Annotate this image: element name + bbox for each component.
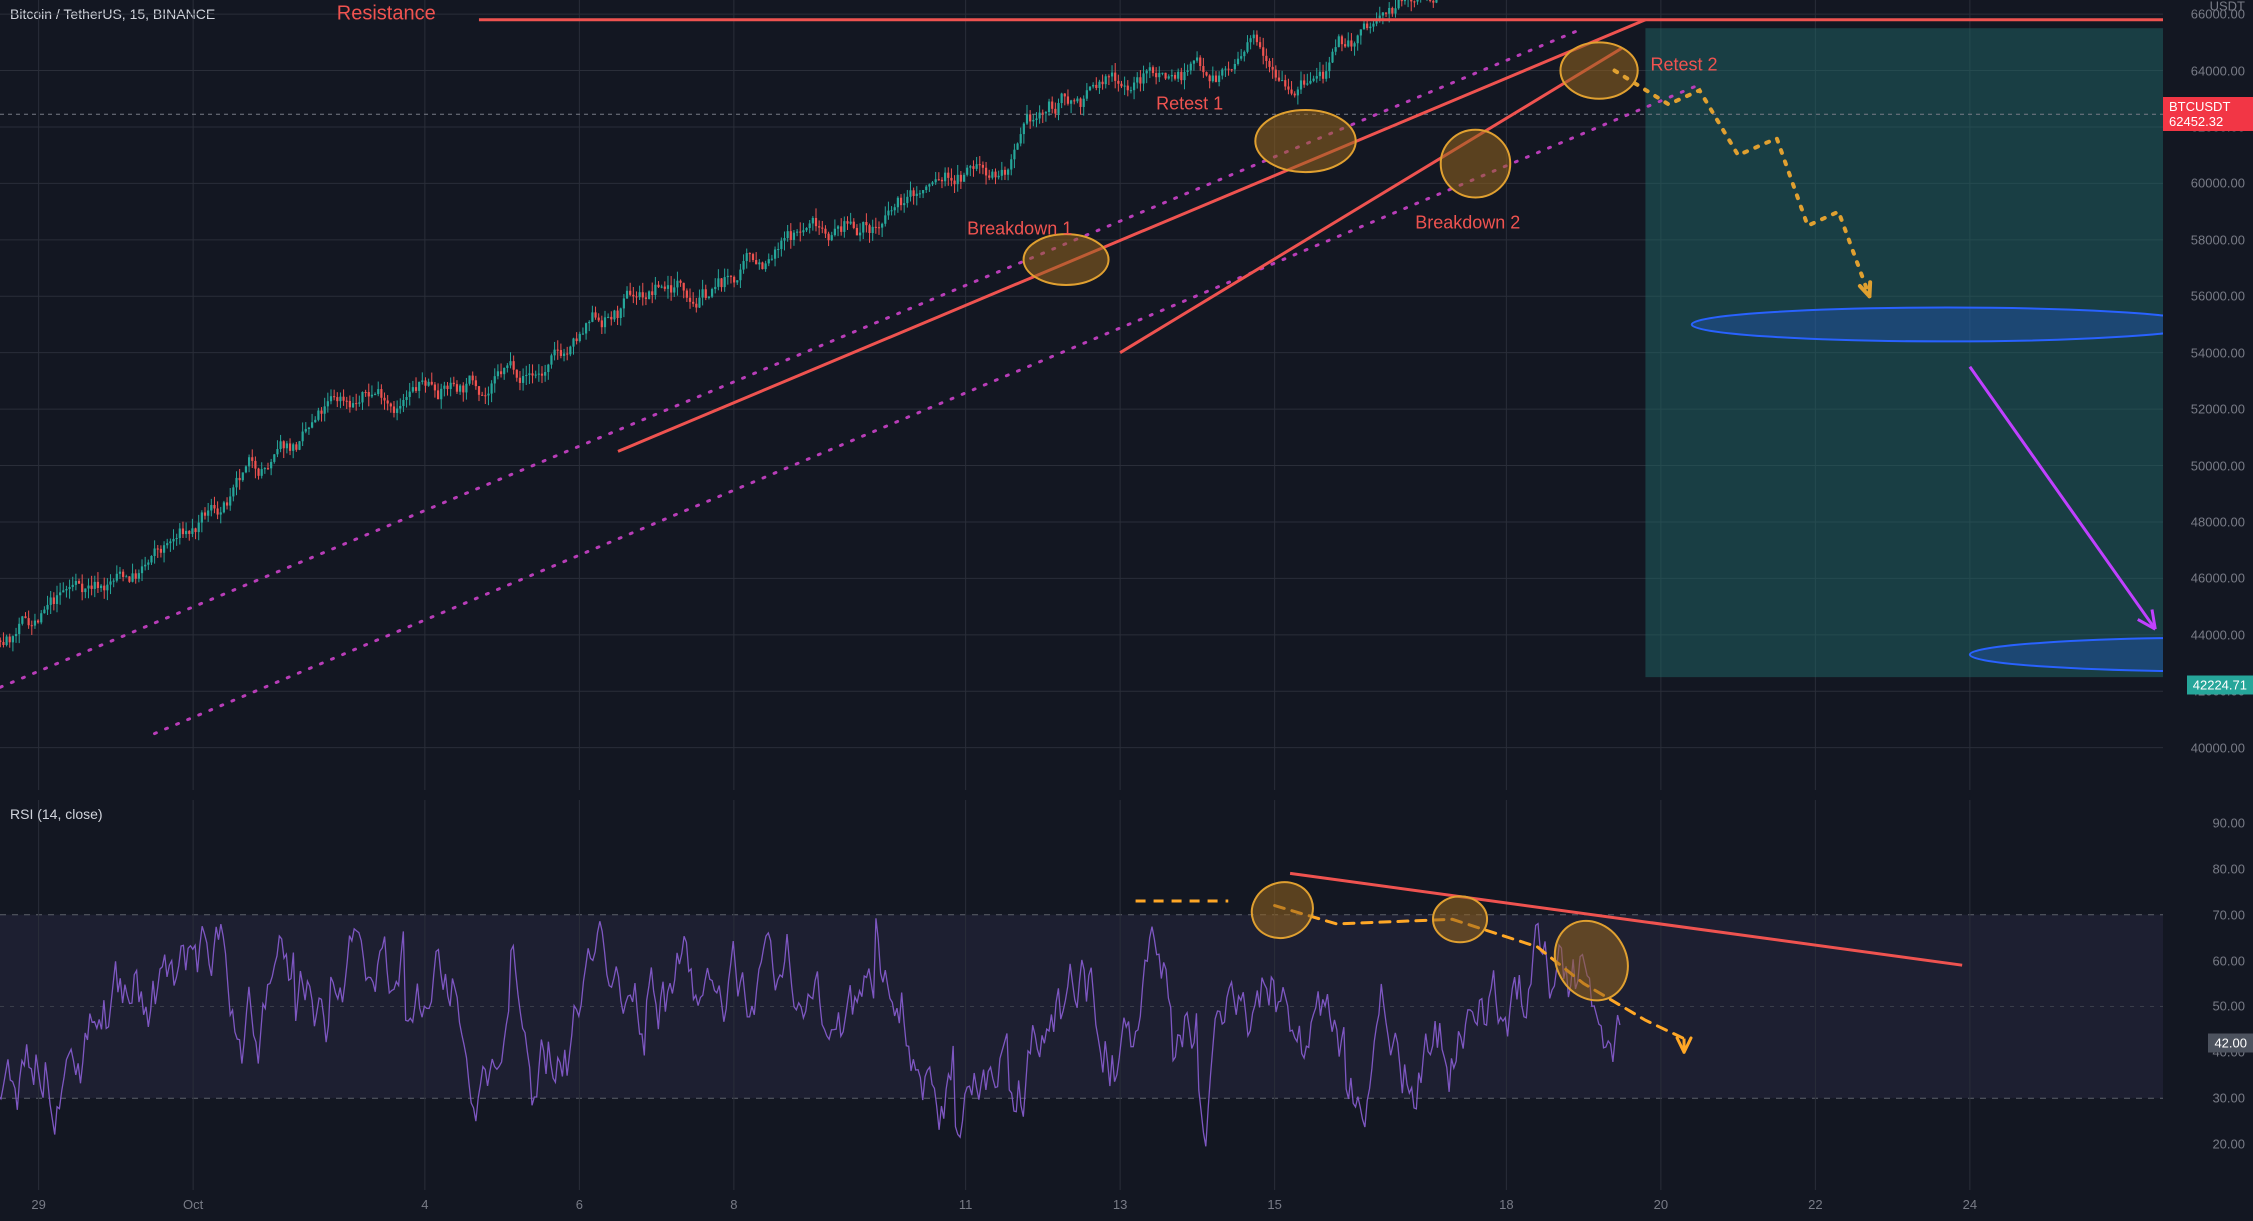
time-tick: 18 [1499, 1197, 1513, 1212]
price-tick: 58000.00 [2191, 232, 2245, 247]
price-tick: 52000.00 [2191, 402, 2245, 417]
rsi-tick: 60.00 [2212, 953, 2245, 968]
rsi-badge: 42.00 [2208, 1034, 2253, 1053]
annotation-label[interactable]: Resistance [337, 3, 436, 26]
price-y-axis[interactable]: 40000.0042000.0044000.0046000.0048000.00… [2163, 0, 2253, 790]
rsi-panel[interactable] [0, 800, 2163, 1190]
time-tick: 8 [730, 1197, 737, 1212]
annotation-label[interactable]: Breakdown 2 [1415, 212, 1520, 233]
price-tick: 48000.00 [2191, 514, 2245, 529]
rsi-tick: 70.00 [2212, 907, 2245, 922]
price-tick: 60000.00 [2191, 176, 2245, 191]
time-tick: 4 [421, 1197, 428, 1212]
chart-title: Bitcoin / TetherUS, 15, BINANCE [10, 6, 215, 22]
rsi-tick: 20.00 [2212, 1137, 2245, 1152]
rsi-tick: 30.00 [2212, 1091, 2245, 1106]
annotation-label[interactable]: Breakdown 1 [967, 218, 1072, 239]
annotation-label[interactable]: Retest 2 [1651, 54, 1718, 75]
rsi-y-axis[interactable]: 20.0030.0040.0050.0060.0070.0080.0090.00… [2163, 800, 2253, 1190]
price-badge: BTCUSDT 62452.32 [2163, 97, 2253, 131]
chart-root: Bitcoin / TetherUS, 15, BINANCE RSI (14,… [0, 0, 2253, 1221]
price-tick: 40000.00 [2191, 740, 2245, 755]
time-tick: Oct [183, 1197, 203, 1212]
price-tick: 44000.00 [2191, 627, 2245, 642]
rsi-tick: 90.00 [2212, 815, 2245, 830]
annotation-label[interactable]: Retest 1 [1156, 94, 1223, 115]
rsi-title: RSI (14, close) [10, 806, 103, 822]
time-tick: 6 [576, 1197, 583, 1212]
time-tick: 15 [1267, 1197, 1281, 1212]
time-tick: 29 [31, 1197, 45, 1212]
time-tick: 13 [1113, 1197, 1127, 1212]
time-tick: 20 [1654, 1197, 1668, 1212]
price-tick: 50000.00 [2191, 458, 2245, 473]
time-tick: 11 [959, 1197, 973, 1212]
price-badge: 42224.71 [2187, 675, 2253, 694]
time-axis[interactable]: 29 Oct 4 6 8 11 13 15 18 20 22 24 [0, 1190, 2163, 1212]
time-tick: 22 [1808, 1197, 1822, 1212]
rsi-tick: 50.00 [2212, 999, 2245, 1014]
price-tick: 56000.00 [2191, 289, 2245, 304]
price-tick: 54000.00 [2191, 345, 2245, 360]
price-tick: 46000.00 [2191, 571, 2245, 586]
time-tick: 24 [1963, 1197, 1977, 1212]
price-panel[interactable] [0, 0, 2163, 790]
currency-label: USDT [2210, 0, 2245, 14]
rsi-tick: 80.00 [2212, 861, 2245, 876]
price-tick: 64000.00 [2191, 63, 2245, 78]
